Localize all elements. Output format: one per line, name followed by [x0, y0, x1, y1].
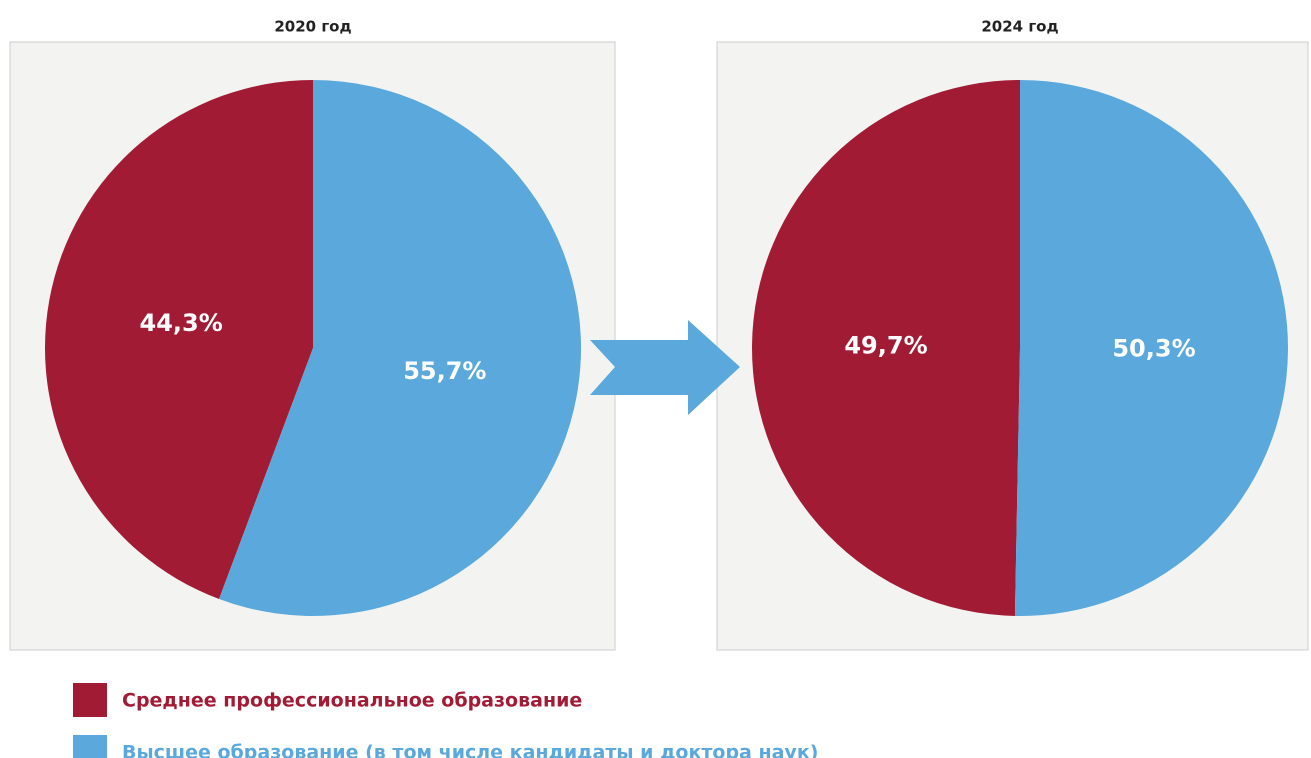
legend-label: Высшее образование (в том числе кандидат… — [122, 742, 818, 758]
legend-swatch — [73, 735, 107, 758]
legend-label: Среднее профессиональное образование — [122, 690, 582, 712]
value-label: 50,3% — [1112, 334, 1195, 362]
value-label: 44,3% — [140, 309, 223, 337]
pie-slice — [1014, 80, 1288, 616]
chart-title: 2020 год — [274, 18, 351, 36]
value-label: 49,7% — [844, 332, 927, 360]
legend-swatch — [73, 683, 107, 717]
pie-slice — [751, 80, 1020, 616]
pie-slice — [219, 80, 582, 616]
chart-title: 2024 год — [981, 18, 1058, 36]
arrow — [590, 320, 740, 415]
value-label: 55,7% — [403, 357, 486, 385]
pie-slice — [45, 80, 313, 599]
